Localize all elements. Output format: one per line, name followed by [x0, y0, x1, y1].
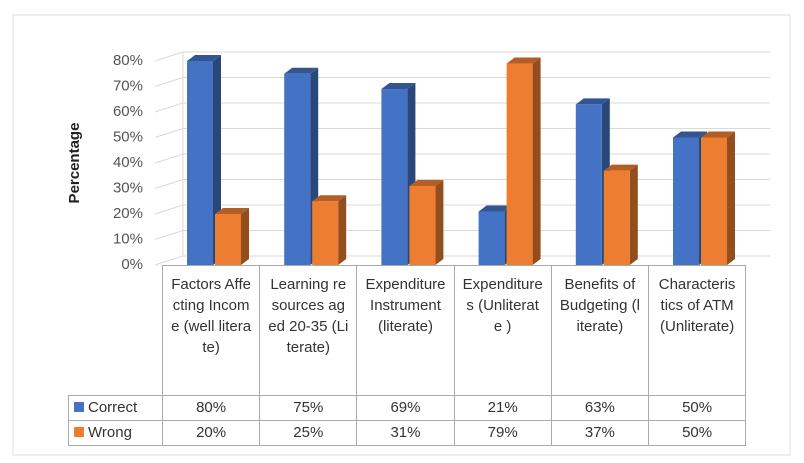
category-cell: Learning resources aged 20-35 (Literate) [259, 265, 358, 396]
value-cell: 37% [550, 420, 649, 446]
bar-group [215, 208, 249, 265]
bar-group [409, 179, 444, 265]
bar [215, 214, 241, 265]
bar-top [701, 131, 735, 138]
category-cell: Benefits of Budgeting (literate) [550, 265, 649, 396]
category-cell: Expenditures (Unliterate ) [453, 265, 552, 396]
bar-top [284, 67, 319, 74]
value-cell: 69% [356, 395, 455, 421]
bar [506, 63, 533, 265]
bar [187, 61, 213, 265]
value-cell: 50% [648, 395, 747, 421]
bar-side [338, 195, 347, 265]
y-tick-label: 60% [113, 103, 143, 120]
bar-top [506, 57, 541, 64]
y-tick-label: 80% [113, 52, 143, 69]
bar [603, 170, 630, 265]
y-tick-label: 0% [121, 256, 143, 273]
bar-side [435, 179, 444, 265]
bar-top [478, 205, 513, 212]
bar-group [701, 131, 735, 265]
bar-top [409, 179, 444, 186]
grid-line [154, 102, 770, 113]
grid-line [154, 77, 770, 87]
bar-side [241, 208, 249, 265]
legend-label: Correct [88, 399, 138, 416]
bar-side [532, 57, 541, 265]
value-cell: 63% [550, 395, 649, 421]
legend-cell: Correct [68, 395, 163, 421]
bar-top [673, 131, 707, 138]
bar-top [575, 98, 610, 105]
y-tick-label: 50% [113, 128, 143, 145]
grid-line [154, 51, 770, 62]
y-tick-label: 30% [113, 179, 143, 196]
chart-border [12, 14, 791, 456]
bar-group [575, 98, 610, 265]
category-cell: Expenditure Instrument (literate) [356, 265, 455, 396]
bar-group [381, 83, 416, 265]
bar [575, 104, 602, 265]
bar [312, 201, 339, 265]
bar-top [381, 83, 416, 90]
value-cell: 80% [162, 395, 261, 421]
y-tick-label: 20% [113, 205, 143, 222]
value-cell: 25% [259, 420, 358, 446]
bar-group [312, 195, 347, 265]
bar [478, 211, 505, 265]
bar-group [603, 164, 638, 265]
y-tick-label: 10% [113, 230, 143, 247]
bar-top [215, 208, 249, 214]
bar [409, 185, 436, 265]
bar-top [187, 55, 221, 61]
bar-group [284, 67, 319, 265]
bar-top [312, 195, 347, 202]
legend-swatch [74, 427, 84, 437]
value-cell: 31% [356, 420, 455, 446]
category-cell: Characteristics of ATM (Unliterate) [648, 265, 747, 396]
value-cell: 20% [162, 420, 261, 446]
bar [381, 89, 408, 265]
category-cell: Factors Affecting Income (well literate) [162, 265, 261, 396]
bar-top [603, 164, 638, 171]
bar [284, 73, 311, 265]
value-cell: 79% [453, 420, 552, 446]
legend-cell: Wrong [68, 420, 163, 446]
bar-side [727, 131, 735, 265]
legend-swatch [74, 402, 84, 412]
y-tick-label: 40% [113, 154, 143, 171]
bar [701, 137, 727, 265]
bar [673, 137, 699, 265]
bar-group [506, 57, 541, 265]
y-tick-label: 70% [113, 77, 143, 94]
value-cell: 75% [259, 395, 358, 421]
legend-label: Wrong [88, 424, 132, 441]
bar-side [629, 164, 638, 265]
value-cell: 50% [648, 420, 747, 446]
value-cell: 21% [453, 395, 552, 421]
y-axis-label: Percentage [66, 123, 83, 204]
